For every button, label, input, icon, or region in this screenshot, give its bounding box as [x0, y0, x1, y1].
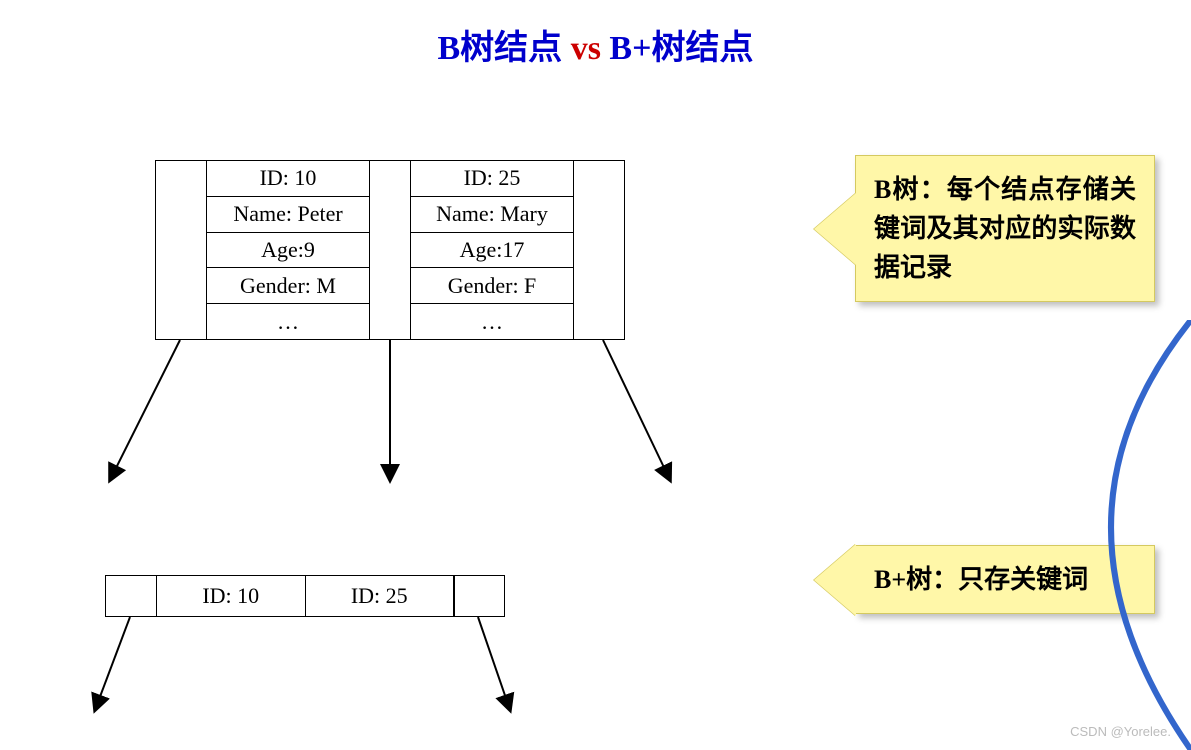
btree-pointer-slot [574, 161, 624, 339]
btree-record-cell: ID: 10 [207, 161, 369, 197]
decorative-blue-curve [971, 320, 1191, 750]
callout-text: B+树：只存关键词 [874, 565, 1088, 594]
arrows-layer [0, 0, 1191, 747]
btree-record-cell: Name: Mary [411, 197, 573, 233]
btree-record-cell: Gender: M [207, 268, 369, 304]
btree-record-column: ID: 10 Name: Peter Age:9 Gender: M … [206, 161, 370, 339]
bplus-pointer-slot [454, 576, 504, 616]
btree-pointer-slot [370, 161, 410, 339]
btree-record-cell: ID: 25 [411, 161, 573, 197]
title-part1: B树结点 [438, 30, 571, 67]
btree-record-cell: Gender: F [411, 268, 573, 304]
btree-record-cell: Age:9 [207, 233, 369, 269]
btree-record-cell: … [207, 304, 369, 339]
callout-text: B树：每个结点存储关键词及其对应的实际数据记录 [874, 175, 1136, 282]
bplus-pointer-slot [106, 576, 156, 616]
btree-record-cell: Age:17 [411, 233, 573, 269]
btree-record-cell: … [411, 304, 573, 339]
bplus-node: ID: 10 ID: 25 [105, 575, 505, 617]
watermark-text: CSDN @Yorelee. [1070, 724, 1171, 739]
btree-record-column: ID: 25 Name: Mary Age:17 Gender: F … [410, 161, 574, 339]
title-part2: B+树结点 [601, 30, 754, 67]
bplus-callout: B+树：只存关键词 [855, 545, 1155, 614]
callout-arrow-icon [814, 544, 856, 616]
bplus-key-cell: ID: 10 [156, 576, 306, 616]
btree-pointer-slot [156, 161, 206, 339]
btree-record-cell: Name: Peter [207, 197, 369, 233]
title-vs: vs [571, 30, 601, 67]
btree-callout: B树：每个结点存储关键词及其对应的实际数据记录 [855, 155, 1155, 302]
diagram-title: B树结点 vs B+树结点 [0, 20, 1191, 69]
btree-node: ID: 10 Name: Peter Age:9 Gender: M … ID:… [155, 160, 625, 340]
bplus-key-cell: ID: 25 [306, 576, 455, 616]
callout-arrow-icon [814, 193, 856, 265]
